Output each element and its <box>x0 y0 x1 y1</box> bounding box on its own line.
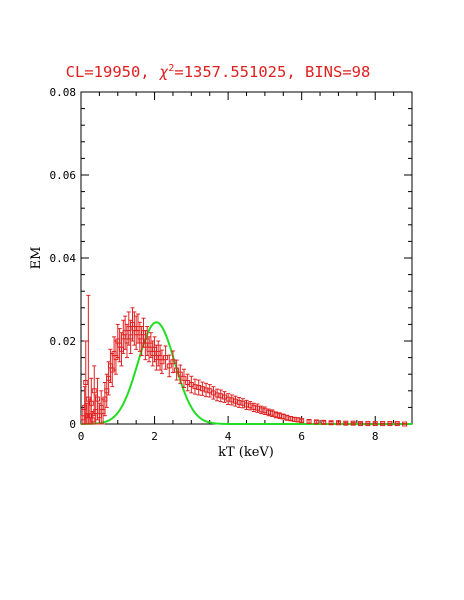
x-tick-label: 0 <box>78 430 85 443</box>
plot-area <box>80 91 413 425</box>
model-curve <box>80 321 412 425</box>
data-point <box>372 421 378 427</box>
data-marker <box>365 421 371 427</box>
data-point <box>236 396 242 408</box>
x-tick-label: 6 <box>298 430 305 443</box>
chart-title-chi: χ <box>159 63 169 81</box>
data-marker <box>163 355 169 361</box>
data-layer <box>80 294 408 427</box>
data-point <box>207 384 213 398</box>
data-marker <box>306 419 312 425</box>
data-point <box>358 421 364 427</box>
data-point <box>240 398 246 409</box>
data-marker <box>387 421 393 427</box>
data-marker <box>177 371 183 377</box>
data-marker <box>402 421 408 427</box>
data-marker <box>87 413 93 419</box>
data-marker <box>95 396 101 402</box>
data-point <box>192 378 198 395</box>
y-tick-label: 0.08 <box>50 86 77 99</box>
data-marker <box>181 375 187 381</box>
model-layer <box>80 321 412 425</box>
data-marker <box>335 420 341 426</box>
data-point <box>174 359 180 381</box>
data-marker <box>90 417 96 423</box>
chart-title: CL=19950, χ2=1357.551025, BINS=98 <box>66 63 371 81</box>
data-point <box>229 394 235 406</box>
data-point <box>210 386 216 400</box>
data-point <box>188 375 194 394</box>
data-marker <box>84 413 90 419</box>
y-tick-label: 0 <box>69 418 76 431</box>
data-point <box>306 419 312 425</box>
data-point <box>350 420 356 426</box>
data-point <box>258 405 264 415</box>
data-point <box>365 421 371 427</box>
data-marker <box>343 420 349 426</box>
data-point <box>394 421 400 427</box>
data-point <box>170 350 176 374</box>
data-marker <box>159 359 165 365</box>
data-marker <box>91 388 97 394</box>
data-point <box>402 421 408 427</box>
data-point <box>387 421 393 427</box>
data-point <box>181 368 187 388</box>
data-point <box>380 421 386 427</box>
y-tick-label: 0.02 <box>50 335 77 348</box>
data-point <box>313 419 319 425</box>
x-axis-label: kT (keV) <box>218 445 274 460</box>
axis-tick-labels: 0 2 4 6 8 0 0.02 0.04 0.06 0.08 <box>50 86 379 443</box>
data-point <box>90 411 96 425</box>
data-point <box>129 307 135 342</box>
data-point <box>335 420 341 426</box>
data-point <box>203 382 209 398</box>
x-tick-label: 2 <box>151 430 158 443</box>
data-point <box>299 418 305 424</box>
data-point <box>166 354 172 378</box>
data-marker <box>350 420 356 426</box>
data-marker <box>372 421 378 427</box>
x-tick-label: 8 <box>372 430 379 443</box>
data-marker <box>358 421 364 427</box>
data-point <box>159 349 165 374</box>
chart-title-prefix: CL=19950, <box>66 63 159 81</box>
x-tick-label: 4 <box>225 430 232 443</box>
data-marker <box>321 419 327 425</box>
data-point <box>218 389 224 403</box>
data-marker <box>83 380 89 385</box>
data-marker <box>313 419 319 425</box>
data-marker <box>328 420 334 426</box>
data-marker <box>174 367 180 373</box>
data-marker <box>380 421 386 427</box>
data-marker <box>394 421 400 427</box>
y-axis-label: EM <box>29 247 44 270</box>
data-point <box>343 420 349 426</box>
data-point <box>277 412 283 420</box>
plot-frame <box>80 91 413 425</box>
y-tick-label: 0.04 <box>50 252 77 265</box>
data-point <box>177 364 183 384</box>
data-point <box>321 419 327 425</box>
data-point <box>266 408 272 417</box>
axis-ticks <box>80 91 413 425</box>
data-point <box>95 377 101 421</box>
y-tick-label: 0.06 <box>50 169 77 182</box>
data-marker <box>170 359 176 365</box>
chart-title-suffix: =1357.551025, BINS=98 <box>174 63 370 81</box>
data-point <box>100 398 106 425</box>
data-point <box>163 345 169 370</box>
data-marker <box>88 400 94 406</box>
data-point <box>328 420 334 426</box>
data-marker <box>299 418 305 424</box>
chart-title-superscript: 2 <box>168 63 174 74</box>
data-point <box>88 377 94 425</box>
data-marker <box>166 363 172 369</box>
data-point <box>288 416 294 422</box>
